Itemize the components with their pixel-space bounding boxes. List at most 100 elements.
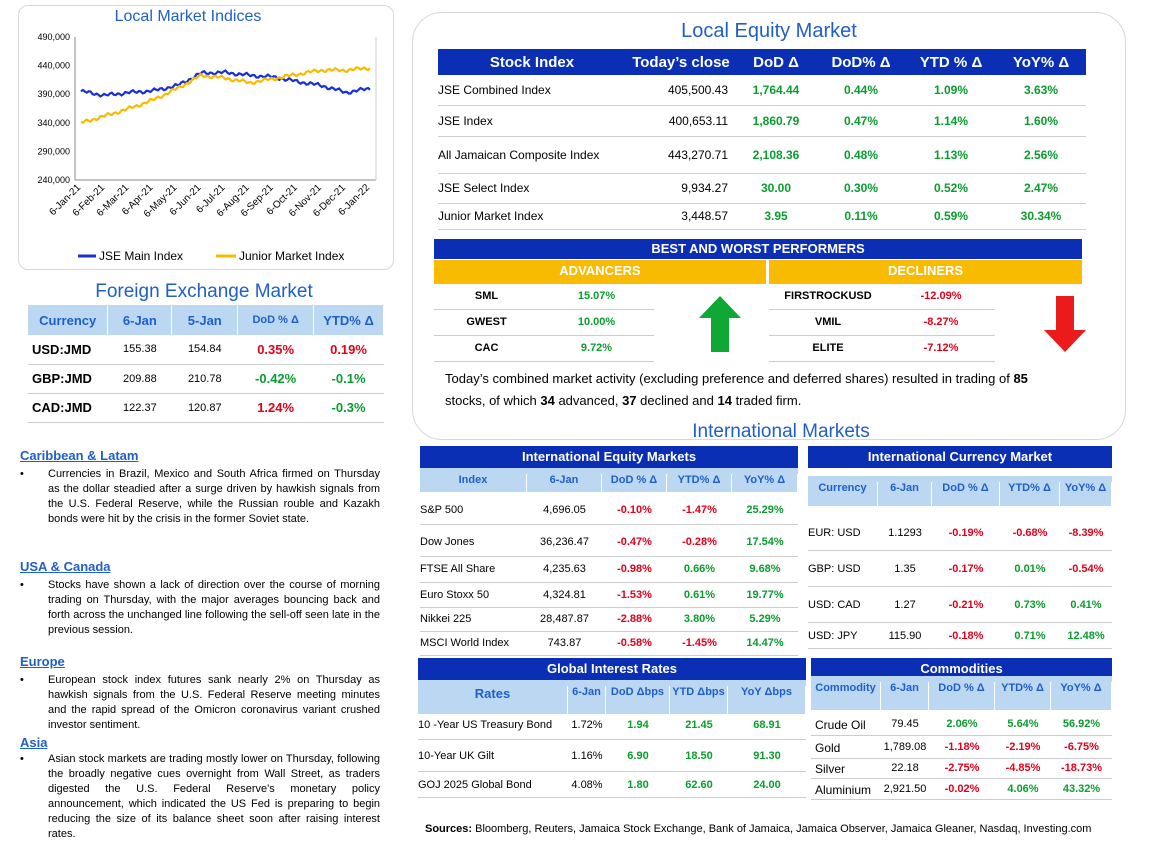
- cell-name: USD: CAD: [808, 598, 861, 611]
- advancer-name: CAC: [434, 340, 539, 362]
- cell-yoy: 2.47%: [996, 173, 1086, 204]
- cell-today: 209.88: [107, 364, 172, 394]
- cell-dod: 1.24%: [237, 393, 314, 423]
- cell-name: USD: JPY: [808, 630, 858, 642]
- cell-v: 1.16%: [571, 750, 603, 762]
- table-row: 10 -Year US Treasury Bond 1.72% 1.94 21.45 6…: [418, 712, 806, 740]
- cell-name: FTSE All Share: [420, 563, 496, 575]
- cell-name: Euro Stoxx 50: [420, 588, 490, 601]
- cell-yoy: 0.41%: [1070, 598, 1102, 611]
- advancers-header: ADVANCERS: [434, 260, 766, 284]
- cell-ytd: 1.13%: [906, 136, 996, 174]
- col-header: YTD% Δ: [667, 474, 732, 498]
- cell-close: 3,448.57: [626, 203, 736, 230]
- col-header: DoD% Δ: [816, 49, 906, 75]
- col-header: 6-Jan: [878, 482, 932, 512]
- y-tick-label: 240,000: [37, 175, 70, 185]
- cell-prev: 210.78: [171, 364, 238, 394]
- cell-dod: 1.94: [627, 719, 649, 731]
- y-tick-label: 490,000: [37, 32, 70, 42]
- col-header: YTD% Δ: [1000, 482, 1060, 512]
- advancer-value: 9.72%: [539, 340, 654, 362]
- table-row: USD:JMD 155.38 154.84 0.35% 0.19%: [28, 335, 384, 365]
- cell-ytd: 0.59%: [906, 203, 996, 230]
- cell-yoy: 56.92%: [1062, 718, 1101, 730]
- table-row: JSE Select Index 9,934.27 30.00 0.30% 0.52% 2…: [438, 173, 1086, 204]
- cell-ytd: 0.01%: [1014, 563, 1046, 575]
- cell-v: 4,235.63: [543, 563, 586, 575]
- local-indices-chart: 490,000 440,000 390,000 340,000 290,000 240,0…: [37, 32, 377, 263]
- cell-ytd: 0.19%: [313, 335, 384, 365]
- col-header: YTD Δbps: [670, 686, 728, 720]
- cell-ytd: 0.66%: [683, 563, 716, 575]
- decliners-header: DECLINERS: [769, 260, 1082, 284]
- cell-v: 1.1293: [888, 527, 922, 539]
- cell-dodp: 0.48%: [816, 136, 906, 174]
- cell-yoy: 5.29%: [749, 613, 781, 625]
- cell-yoy: -18.73%: [1061, 762, 1102, 774]
- cell-yoy: 19.77%: [746, 588, 784, 601]
- col-header: DoD % Δ: [932, 482, 1000, 512]
- cell-ytd: -0.28%: [682, 536, 717, 548]
- col-header: Today’s close: [626, 49, 736, 75]
- cell-v: 1.35: [894, 563, 916, 575]
- cell-v: 743.87: [547, 637, 582, 649]
- series-line-0: [80, 69, 371, 98]
- cell-ytd: -4.85%: [1005, 762, 1041, 774]
- decliner-name: FIRSTROCKUSD: [769, 288, 887, 310]
- table-row: JSE Index 400,653.11 1,860.79 0.47% 1.14% 1.6…: [438, 105, 1086, 137]
- cell-close: 443,270.71: [626, 136, 736, 174]
- news-item: • Currencies in Brazil, Mexico and South …: [20, 467, 380, 527]
- fx-table: Currency 6-Jan 5-Jan DoD % Δ YTD% Δ USD:…: [28, 305, 384, 423]
- cell-name: 10-Year UK Gilt: [418, 750, 495, 762]
- col-header: YoY Δbps: [728, 686, 806, 720]
- cell-dod: -0.47%: [617, 536, 652, 548]
- cell-name: EUR: USD: [808, 527, 861, 539]
- cell-name: Crude Oil: [815, 718, 866, 732]
- cell-ytd: -2.19%: [1005, 741, 1041, 753]
- cell-yoy: 91.30: [753, 750, 781, 762]
- advancer-name: SML: [434, 288, 539, 310]
- cell-dodp: 0.47%: [816, 105, 906, 137]
- cell-yoy: 14.47%: [746, 637, 784, 649]
- cell-dod: 3.95: [736, 203, 816, 230]
- decliner-value: -7.12%: [887, 340, 995, 362]
- equity-title: International Equity Markets: [420, 446, 798, 468]
- cell-name: Silver: [815, 762, 846, 776]
- table-row: EUR: USD 1.1293 -0.19% -0.68% -8.39%: [808, 517, 1112, 551]
- cell-v: 4,696.05: [543, 504, 586, 516]
- bullet-icon: •: [20, 468, 24, 480]
- cell-dod: 6.90: [627, 750, 649, 762]
- cell-yoy: 43.32%: [1062, 782, 1101, 795]
- cell-v: 1.27: [894, 598, 916, 611]
- col-header: 6-Jan: [107, 305, 173, 335]
- cell-v: 4,324.81: [543, 588, 586, 601]
- down-arrow-icon: [1044, 296, 1086, 352]
- cell-name: Junior Market Index: [438, 203, 626, 230]
- cell-yoy: -8.39%: [1068, 527, 1104, 539]
- cell-today: 122.37: [107, 393, 172, 423]
- table-row: MSCI World Index 743.87 -0.58% -1.45% 14.47%: [420, 632, 798, 656]
- cell-name: Dow Jones: [420, 536, 475, 548]
- table-row: Silver 22.18 -2.75% -4.85% -18.73%: [811, 759, 1112, 779]
- cell-dod: -0.58%: [617, 637, 652, 649]
- cell-v: 79.45: [891, 718, 919, 730]
- cell-name: JSE Index: [438, 105, 626, 137]
- local-equity-table: Stock Index Today’s close DoD Δ DoD% Δ Y…: [438, 49, 1086, 230]
- cell-currency: USD:JMD: [28, 335, 108, 365]
- cell-v: 4.08%: [571, 779, 603, 791]
- news-item: • European stock index futures sank nearl…: [20, 673, 380, 733]
- market-summary: Today’s combined market activity (exclud…: [445, 368, 1085, 412]
- cell-ytd: 1.09%: [906, 75, 996, 106]
- cell-ytd: -1.47%: [682, 504, 717, 516]
- table-header-row: Currency 6-Jan 5-Jan DoD % Δ YTD% Δ: [28, 305, 384, 335]
- intl-title: International Markets: [692, 421, 870, 442]
- news-heading: USA & Canada: [20, 559, 111, 574]
- sources: Sources: Bloomberg, Reuters, Jamaica Sto…: [425, 823, 1145, 835]
- col-header: 5-Jan: [171, 305, 239, 335]
- rates-title: Global Interest Rates: [418, 658, 806, 680]
- up-arrow-icon: [699, 296, 741, 352]
- cell-ytd: 0.71%: [1014, 630, 1046, 642]
- cell-name: Aluminium: [815, 782, 872, 797]
- news-heading: Asia: [20, 735, 48, 750]
